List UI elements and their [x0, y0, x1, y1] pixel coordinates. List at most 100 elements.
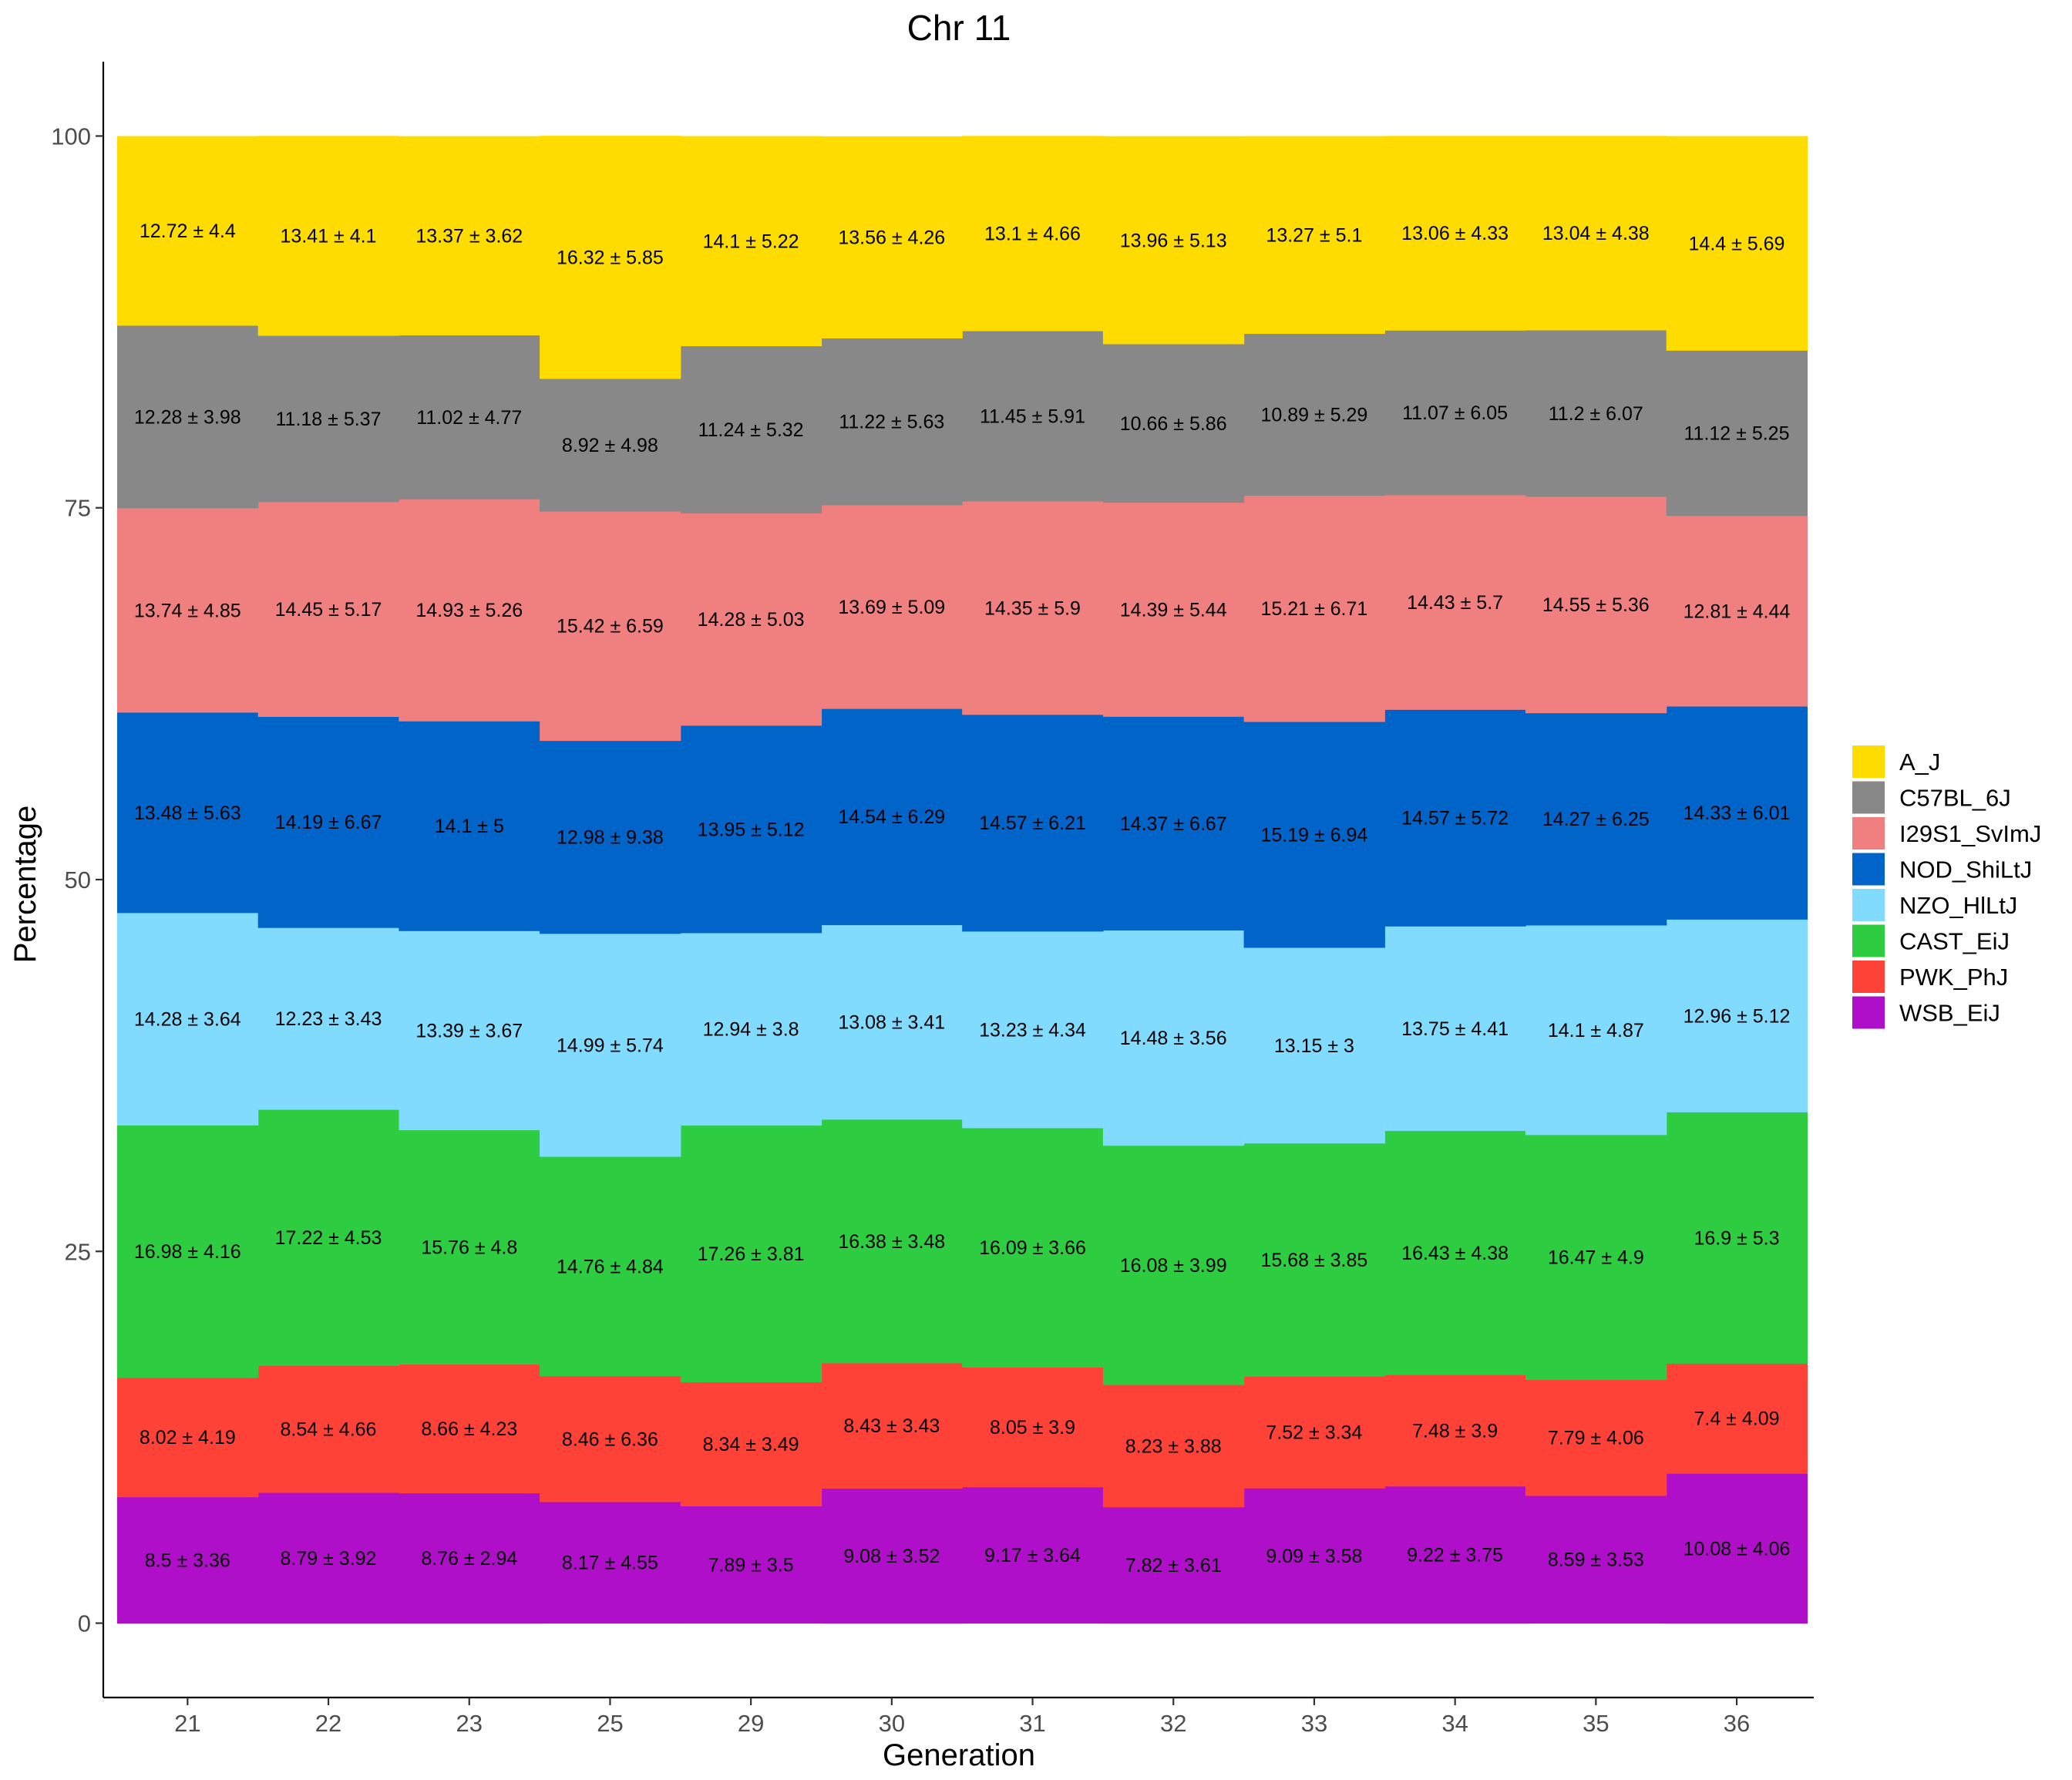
bar-segment: [962, 500, 1104, 715]
legend-swatch: [1851, 779, 1886, 816]
bar-segment: [1384, 1130, 1526, 1375]
data-label: 14.4 ± 5.69: [1689, 233, 1785, 254]
bar-segment: [1102, 343, 1245, 503]
data-label: 10.08 ± 4.06: [1684, 1538, 1791, 1560]
x-tick-label: 36: [1724, 1710, 1750, 1737]
axes-layer: 0 25 50 75 100 21 22 23 25 29 30 31 32 33 34 35 36: [51, 62, 1814, 1737]
bar-segment: [821, 1362, 963, 1489]
bar-segment: [399, 1492, 540, 1624]
bar-segment: [821, 136, 963, 339]
y-tick-label: 0: [78, 1610, 91, 1637]
bar-segment: [821, 504, 963, 709]
data-label: 17.26 ± 3.81: [698, 1243, 805, 1265]
bar-segment: [680, 1125, 822, 1383]
data-label: 12.94 ± 3.8: [703, 1019, 799, 1041]
bar-segment: [399, 335, 540, 500]
bar-segment: [1243, 495, 1385, 722]
y-tick-label: 50: [65, 866, 91, 893]
data-label: 13.27 ± 5.1: [1266, 224, 1362, 246]
data-label: 8.66 ± 4.23: [421, 1418, 517, 1440]
bar-segment: [1384, 136, 1526, 331]
data-label: 10.89 ± 5.29: [1260, 405, 1367, 426]
bar-segment: [540, 378, 681, 512]
bar-segment: [1102, 136, 1245, 345]
data-label: 13.06 ± 4.33: [1401, 223, 1509, 244]
legend-label: PWK_PhJ: [1899, 964, 2008, 991]
bar-segment: [257, 1109, 399, 1366]
legend-label: NZO_HlLtJ: [1899, 892, 2017, 919]
legend-swatch: [1851, 994, 1886, 1031]
bar-segment: [680, 1381, 822, 1506]
bar-segment: [540, 740, 681, 934]
bar-segment: [1666, 350, 1808, 517]
data-label: 7.4 ± 4.09: [1694, 1408, 1779, 1430]
x-tick-label: 21: [174, 1710, 200, 1737]
data-label: 12.23 ± 3.43: [275, 1008, 382, 1030]
data-label: 16.32 ± 5.85: [557, 247, 664, 269]
data-label: 16.09 ± 3.66: [979, 1237, 1086, 1259]
bar-segment: [1243, 1376, 1385, 1489]
bar-segment: [540, 136, 681, 379]
bar-segment: [1525, 496, 1667, 714]
chart-title: Chr 11: [907, 8, 1011, 48]
bar-segment: [540, 1375, 681, 1502]
data-label: 14.48 ± 3.56: [1120, 1028, 1227, 1049]
legend-swatch: [1851, 816, 1886, 851]
bar-segment: [1525, 1495, 1667, 1624]
data-label: 17.22 ± 4.53: [275, 1227, 382, 1249]
data-label: 8.92 ± 4.98: [562, 435, 658, 456]
data-label: 13.56 ± 4.26: [838, 227, 945, 249]
bar-segment: [1525, 136, 1667, 331]
x-tick-label: 25: [597, 1710, 623, 1737]
bar-segment: [257, 335, 399, 503]
data-label: 14.54 ± 6.29: [838, 806, 945, 828]
bar-segment: [1666, 919, 1808, 1112]
bar-segment: [1666, 1473, 1808, 1624]
data-label: 13.74 ± 4.85: [134, 600, 241, 621]
bar-segment: [540, 933, 681, 1157]
bar-segment: [1525, 329, 1667, 497]
bar-segment: [117, 1377, 259, 1498]
data-label: 13.75 ± 4.41: [1401, 1018, 1509, 1040]
data-label: 8.54 ± 4.66: [281, 1419, 377, 1441]
bar-segment: [540, 1501, 681, 1624]
legend-item: CAST_EiJ: [1851, 923, 2010, 959]
bar-segment: [1102, 1384, 1245, 1508]
bar-segment: [399, 136, 540, 336]
bar-segment: [1243, 721, 1385, 948]
data-label: 11.02 ± 4.77: [416, 407, 522, 429]
bar-segment: [1384, 330, 1526, 496]
data-label: 11.22 ± 5.63: [839, 412, 944, 433]
bar-segment: [257, 927, 399, 1110]
bar-segment: [962, 1367, 1104, 1488]
bar-segment: [117, 712, 259, 914]
data-label: 8.79 ± 3.92: [281, 1548, 377, 1570]
data-label: 15.68 ± 3.85: [1260, 1250, 1367, 1271]
data-label: 14.28 ± 5.03: [698, 609, 805, 631]
legend-label: C57BL_6J: [1899, 785, 2011, 812]
legend-item: NOD_ShiLtJ: [1851, 851, 2032, 887]
bar-segment: [821, 924, 963, 1120]
legend-item: I29S1_SvImJ: [1851, 816, 2041, 851]
bar-segment: [962, 136, 1104, 331]
bar-segment: [540, 1156, 681, 1377]
data-label: 13.69 ± 5.09: [838, 597, 945, 618]
data-label: 12.96 ± 5.12: [1684, 1005, 1791, 1027]
data-label: 9.08 ± 3.52: [843, 1546, 940, 1567]
data-label: 12.72 ± 4.4: [140, 220, 236, 242]
data-label: 7.48 ± 3.9: [1412, 1421, 1498, 1442]
y-tick-label: 75: [65, 495, 91, 522]
bar-segment: [1666, 515, 1808, 707]
data-label: 13.04 ± 4.38: [1542, 223, 1650, 244]
x-tick-label: 33: [1301, 1710, 1327, 1737]
legend-label: WSB_EiJ: [1899, 1000, 2000, 1027]
data-label: 9.17 ± 3.64: [984, 1545, 1081, 1566]
bar-segment: [117, 1496, 259, 1624]
data-label: 8.46 ± 6.36: [562, 1428, 658, 1450]
bar-segment: [1243, 947, 1385, 1144]
x-tick-label: 34: [1441, 1710, 1468, 1737]
x-tick-label: 35: [1583, 1710, 1609, 1737]
x-tick-label: 29: [738, 1710, 764, 1737]
data-label: 14.1 ± 4.87: [1548, 1020, 1644, 1041]
data-label: 7.52 ± 3.34: [1266, 1422, 1362, 1444]
